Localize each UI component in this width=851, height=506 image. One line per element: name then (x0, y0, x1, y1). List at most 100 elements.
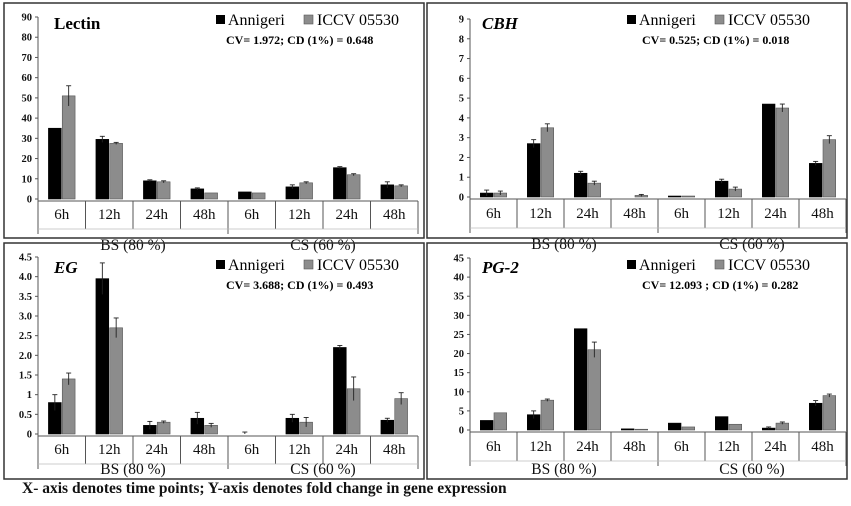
y-tick-label: 0.5 (19, 410, 32, 421)
chart-panel-2: 0 1 2 3 4 5 6 7 8 9 6h 12h 24h 48h 6h 12h 24h 48h BS (80 %… (426, 2, 848, 253)
bar-iccv-5 (681, 195, 695, 198)
y-tick-label: 30 (454, 311, 465, 322)
bar-annigeri-1 (48, 127, 62, 200)
y-tick-label: 45 (454, 254, 465, 265)
chart-panel-3: 0 0.5 1 1.5 2.0 2.5 3.0 3.5 4.0 4.5 6h 12h 24h 48h 6h 1… (3, 242, 425, 480)
x-tick-label: 48h (811, 206, 834, 222)
y-tick-label: 5 (459, 406, 464, 417)
bar-iccv-8 (822, 395, 836, 431)
bar-annigeri-8 (809, 402, 823, 431)
y-tick-label: 7 (459, 54, 464, 65)
x-tick-label: 48h (193, 207, 216, 223)
x-tick-label: 12h (98, 442, 121, 458)
y-tick-label: 3.0 (19, 312, 32, 323)
bar-annigeri-7 (333, 347, 347, 435)
chart-panel-1: 0 10 20 30 40 50 60 70 80 90 6h 12h 24h 48h 6h 12h 24h 48… (3, 2, 425, 254)
x-tick-label: 24h (336, 207, 359, 223)
x-tick-label: 6h (486, 206, 502, 222)
legend-swatch-iccv (303, 14, 314, 25)
group-label: BS (80 %) (531, 461, 596, 478)
x-tick-label: 48h (623, 206, 646, 222)
bar-annigeri-5 (238, 191, 252, 200)
bar-annigeri-6 (715, 416, 729, 431)
y-tick-label: 4.5 (19, 253, 32, 264)
y-tick-label: 0 (27, 195, 32, 206)
bar-iccv-7 (775, 107, 789, 198)
x-tick-label: 48h (383, 207, 406, 223)
legend-swatch-annigeri (216, 15, 225, 24)
x-tick-label: 24h (146, 442, 169, 458)
legend-swatch-annigeri (627, 15, 636, 24)
y-tick-label: 10 (22, 174, 33, 185)
legend-label-annigeri: Annigeri (228, 257, 285, 274)
bar-iccv-3 (587, 182, 601, 198)
x-tick-label: 6h (54, 207, 70, 223)
x-tick-label: 12h (288, 442, 311, 458)
bar-annigeri-4 (621, 428, 635, 431)
x-tick-label: 48h (193, 442, 216, 458)
bar-annigeri-3 (143, 180, 157, 200)
y-tick-label: 2.5 (19, 331, 32, 342)
legend-swatch-iccv (303, 259, 314, 270)
chart-panel-4: 0 5 10 15 20 25 30 35 40 45 6h 12h 24h 48h 6h 12h 24h 48h… (426, 242, 848, 480)
y-tick-label: 40 (22, 114, 33, 125)
y-tick-label: 35 (454, 292, 465, 303)
legend-label-iccv: ICCV 05530 (317, 257, 399, 274)
bar-annigeri-1 (480, 420, 494, 431)
panel-frame (426, 242, 848, 480)
y-tick-label: 4 (459, 113, 465, 124)
legend-swatch-iccv (714, 14, 725, 25)
bar-iccv-3 (156, 181, 171, 200)
y-tick-label: 80 (22, 33, 33, 44)
panel-frame (3, 242, 425, 480)
bar-annigeri-2 (527, 143, 541, 198)
y-tick-label: 9 (459, 15, 464, 26)
x-tick-label: 6h (486, 439, 502, 455)
chart-title: CBH (482, 14, 519, 33)
bar-iccv-2 (540, 399, 554, 431)
bar-iccv-1 (493, 412, 507, 431)
x-tick-label: 24h (336, 442, 359, 458)
x-tick-label: 48h (623, 439, 646, 455)
bar-annigeri-4 (190, 188, 205, 200)
x-tick-label: 24h (764, 439, 787, 455)
bar-annigeri-2 (95, 139, 110, 200)
bar-iccv-8 (822, 139, 836, 198)
group-label: CS (60 %) (290, 461, 355, 478)
group-label: BS (80 %) (100, 461, 165, 478)
x-tick-label: 6h (54, 442, 70, 458)
x-tick-label: 12h (98, 207, 121, 223)
legend-label-iccv: ICCV 05530 (317, 12, 399, 29)
y-tick-label: 3.5 (19, 292, 32, 303)
y-tick-label: 90 (22, 13, 33, 24)
group-label: CS (60 %) (290, 237, 355, 254)
y-tick-label: 70 (22, 53, 33, 64)
x-tick-label: 6h (674, 206, 690, 222)
bar-annigeri-5 (668, 422, 682, 431)
bar-iccv-4 (634, 428, 648, 431)
x-tick-label: 6h (244, 442, 260, 458)
group-label: CS (60 %) (719, 236, 784, 253)
x-tick-label: 12h (288, 207, 311, 223)
bar-annigeri-5 (668, 195, 682, 198)
legend-label-annigeri: Annigeri (228, 12, 285, 29)
bar-iccv-1 (61, 95, 76, 200)
y-tick-label: 40 (454, 273, 465, 284)
y-tick-label: 10 (454, 387, 465, 398)
bar-iccv-4 (204, 192, 218, 200)
y-tick-label: 1 (459, 173, 464, 184)
y-tick-label: 6 (459, 74, 464, 85)
bar-annigeri-7 (333, 167, 347, 200)
y-tick-label: 2 (459, 153, 464, 164)
y-tick-label: 20 (22, 154, 33, 165)
x-tick-label: 12h (717, 439, 740, 455)
y-tick-label: 5 (459, 94, 464, 105)
bar-annigeri-8 (380, 419, 395, 435)
stats-label: CV= 12.093 ; CD (1%) = 0.282 (642, 278, 798, 292)
bar-annigeri-8 (809, 163, 823, 198)
bar-iccv-1 (61, 378, 76, 435)
figure-caption: X- axis denotes time points; Y-axis deno… (22, 480, 507, 497)
stats-label: CV= 3.688; CD (1%) = 0.493 (226, 278, 373, 292)
bar-annigeri-7 (762, 103, 776, 198)
